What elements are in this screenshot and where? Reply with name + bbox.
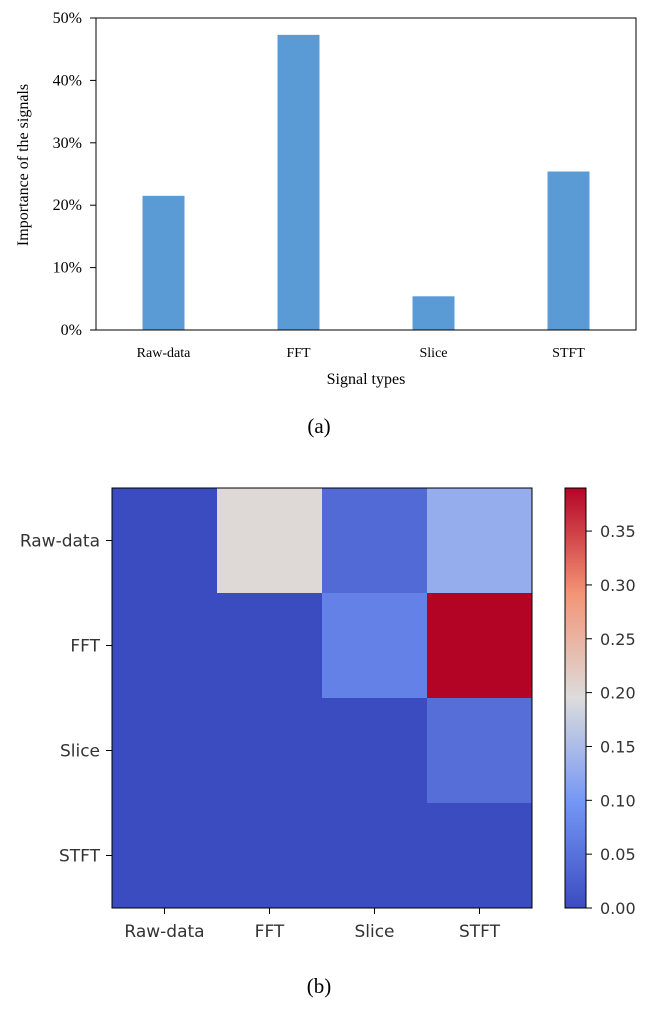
heatmap-cell — [427, 698, 533, 804]
heatmap-x-ticks: Raw-data FFT Slice STFT — [124, 908, 501, 942]
heatmap-y-tick-label: STFT — [59, 847, 101, 867]
bar-stft — [547, 171, 590, 330]
heatmap-y-tick-label: Raw-data — [20, 532, 100, 552]
colorbar-tick-label: 0.15 — [600, 737, 636, 756]
bar-series — [142, 34, 590, 331]
bar-x-axis-label: Signal types — [327, 371, 406, 388]
heatmap-x-tick-label: Slice — [354, 922, 394, 942]
heatmap-cell — [322, 803, 428, 909]
heatmap-x-tick-label: Raw-data — [124, 922, 204, 942]
heatmap-cell — [217, 698, 323, 804]
heatmap-cell — [217, 803, 323, 909]
heatmap-y-ticks: Raw-data FFT Slice STFT — [20, 532, 112, 867]
colorbar-tick-label: 0.35 — [600, 522, 636, 541]
bar-chart-panel: 0% 10% 20% 30% 40% 50% Raw-data FFT Slice STFT S… — [15, 10, 637, 438]
colorbar — [564, 487, 587, 909]
heatmap-x-tick-label: STFT — [459, 922, 501, 942]
bar-x-tick-label: Raw-data — [137, 346, 191, 361]
heatmap-cell — [427, 488, 533, 594]
heatmap-cell — [322, 593, 428, 699]
bar-x-tick-label: Slice — [420, 346, 448, 361]
panel-label-b: (b) — [307, 974, 332, 998]
colorbar-tick-label: 0.30 — [600, 576, 636, 595]
bar-y-ticks: 0% 10% 20% 30% 40% 50% — [53, 10, 96, 339]
heatmap-cells — [112, 488, 533, 909]
heatmap-x-tick-label: FFT — [255, 922, 285, 942]
bar-slice — [412, 296, 455, 330]
heatmap-y-tick-label: Slice — [60, 742, 100, 762]
bar-chart-axes — [95, 17, 637, 331]
colorbar-tick-label: 0.25 — [600, 630, 636, 649]
bar-x-tick-label: STFT — [552, 346, 585, 361]
colorbar-tick-label: 0.10 — [600, 791, 636, 810]
heatmap-axes — [111, 487, 533, 909]
colorbar-tick-label: 0.20 — [600, 684, 636, 703]
heatmap-cell — [322, 488, 428, 594]
heatmap-cell — [112, 803, 218, 909]
heatmap-cell — [427, 593, 533, 699]
heatmap-cell — [217, 488, 323, 594]
bar-y-tick-label: 10% — [53, 260, 82, 277]
bar-y-axis-label: Importance of the signals — [15, 84, 32, 246]
bar-x-tick-label: FFT — [286, 346, 311, 361]
panel-label-a: (a) — [307, 414, 330, 438]
heatmap-cell — [427, 803, 533, 909]
bar-y-tick-label: 20% — [53, 197, 82, 214]
bar-x-ticks: Raw-data FFT Slice STFT — [137, 346, 586, 361]
heatmap-cell — [112, 488, 218, 594]
heatmap-y-tick-label: FFT — [70, 637, 100, 657]
heatmap-cell — [322, 698, 428, 804]
colorbar-tick-label: 0.05 — [600, 845, 636, 864]
bar-raw-data — [142, 195, 185, 330]
bar-y-tick-label: 30% — [53, 135, 82, 152]
colorbar-ticks: 0.00 0.05 0.10 0.15 0.20 0.25 0.30 0.35 — [586, 522, 636, 918]
bar-fft — [277, 34, 320, 331]
bar-y-tick-label: 40% — [53, 72, 82, 89]
heatmap-cell — [112, 698, 218, 804]
bar-y-tick-label: 50% — [53, 10, 82, 27]
heatmap-panel: Raw-data FFT Slice STFT Raw-data FFT Slice STF… — [20, 487, 636, 998]
colorbar-tick-label: 0.00 — [600, 899, 636, 918]
bar-y-tick-label: 0% — [61, 322, 82, 339]
heatmap-cell — [112, 593, 218, 699]
heatmap-cell — [217, 593, 323, 699]
